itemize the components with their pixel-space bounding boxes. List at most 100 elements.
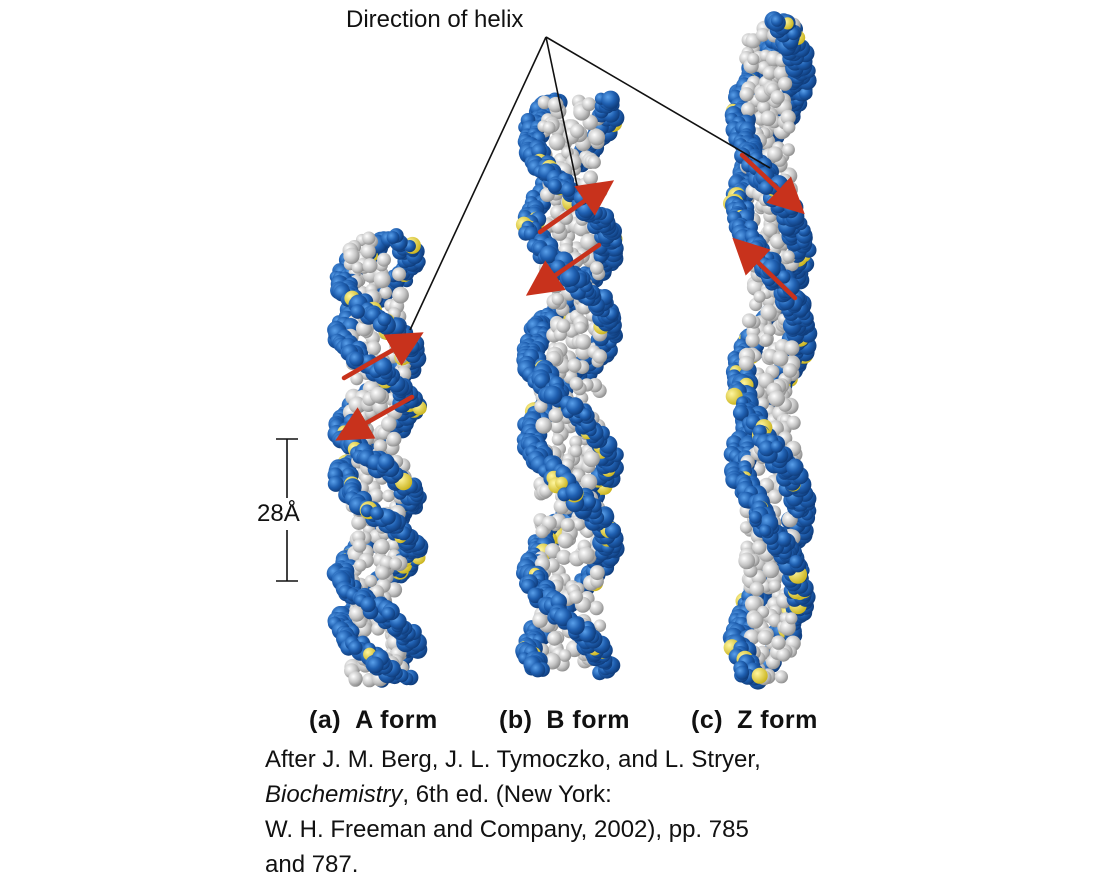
base-atom (774, 670, 789, 684)
backbone-atom (732, 405, 749, 421)
base-atom (386, 431, 402, 447)
backbone-atom (749, 511, 762, 524)
backbone-atom (786, 458, 804, 476)
backbone-atom (582, 494, 596, 509)
pointer-line-c (545, 36, 771, 169)
helix-direction-pointer-lines (409, 36, 771, 331)
base-atom (377, 252, 391, 267)
base-atom (762, 66, 777, 80)
base-atom (744, 595, 762, 613)
base-atom (556, 549, 572, 565)
backbone-atom (566, 397, 584, 415)
base-atom (348, 605, 365, 622)
base-atom (767, 489, 783, 504)
base-atom (753, 290, 766, 303)
arrow-b-lower (525, 242, 602, 296)
base-atom (362, 258, 378, 274)
panel-b-label: (b) B form (499, 706, 630, 735)
backbone-atom (777, 270, 791, 284)
base-atom (747, 52, 760, 66)
base-atom (763, 324, 776, 337)
base-atom (360, 471, 374, 485)
base-atom (782, 363, 798, 378)
backbone-atom (534, 373, 550, 389)
backbone-atom (604, 522, 622, 539)
citation-line-4: and 787. (265, 851, 359, 878)
base-atom (577, 546, 595, 564)
citation-line-3: W. H. Freeman and Company, 2002), pp. 78… (265, 816, 749, 843)
base-atom (551, 433, 564, 446)
panel-a-name: A form (355, 706, 438, 734)
citation-line-2: Biochemistry, 6th ed. (New York: (265, 777, 761, 812)
backbone-atom (378, 453, 395, 471)
backbone-atom (367, 656, 384, 674)
base-atom (768, 390, 785, 407)
base-atom (741, 313, 757, 329)
citation-edition: , 6th ed. (New York: (402, 781, 612, 808)
backbone-atom (327, 475, 344, 492)
base-atom (588, 129, 606, 146)
backbone-atom (370, 506, 384, 520)
base-atom (746, 612, 764, 629)
panel-c-tag: (c) (691, 706, 724, 734)
base-atom (548, 133, 566, 151)
base-atom (772, 350, 789, 367)
base-atom (556, 318, 571, 333)
base-atom (770, 90, 785, 105)
base-atom (739, 521, 753, 534)
helix-direction-label: Direction of helix (346, 6, 524, 33)
helix-direction-arrows (335, 152, 805, 441)
base-atom (752, 540, 767, 555)
base-atom (569, 589, 583, 604)
base-atom (382, 489, 395, 503)
base-atom (767, 146, 783, 162)
backbone-atom (770, 440, 783, 453)
backbone-atom (523, 226, 539, 241)
backbone-atom (579, 408, 592, 421)
base-atom (741, 102, 756, 117)
base-atom (784, 340, 800, 356)
base-atom (592, 349, 608, 364)
base-atom (373, 439, 388, 453)
base-atom (368, 488, 384, 503)
a-form-helix-model (326, 228, 429, 688)
base-atom (350, 372, 364, 386)
source-citation: After J. M. Berg, J. L. Tymoczko, and L.… (265, 742, 761, 882)
base-atom (392, 286, 409, 304)
backbone-atom (539, 245, 558, 264)
base-atom (575, 334, 592, 350)
scale-bar (276, 438, 298, 582)
pointer-line-a (409, 36, 547, 331)
base-atom (782, 143, 795, 157)
base-atom (760, 110, 777, 127)
base-atom (352, 538, 367, 553)
base-atom (542, 121, 556, 134)
backbone-atom (735, 665, 750, 680)
base-atom (360, 243, 376, 259)
base-atom (755, 28, 770, 42)
base-atom (770, 233, 786, 249)
backbone-atom (758, 440, 775, 457)
base-atom (749, 581, 765, 597)
base-atom (739, 87, 754, 102)
backbone-atom (560, 182, 576, 197)
arrow-b-upper (537, 180, 615, 235)
base-atom (348, 671, 363, 686)
base-atom (560, 518, 575, 532)
base-atom (738, 355, 754, 371)
base-atom (762, 222, 778, 238)
arrow-a-lower (335, 394, 415, 441)
phosphorus-atom (751, 667, 768, 684)
base-atom (351, 261, 364, 274)
backbone-atom (565, 483, 584, 501)
backbone-atom (776, 531, 792, 547)
base-atom (558, 649, 572, 662)
backbone-atom (527, 587, 544, 604)
base-atom (375, 565, 390, 580)
base-atom (369, 386, 387, 404)
z-form-helix-model (722, 11, 818, 690)
base-atom (785, 612, 798, 625)
panel-a-label: (a) A form (309, 706, 438, 735)
base-atom (534, 399, 548, 413)
base-atom (580, 473, 598, 491)
